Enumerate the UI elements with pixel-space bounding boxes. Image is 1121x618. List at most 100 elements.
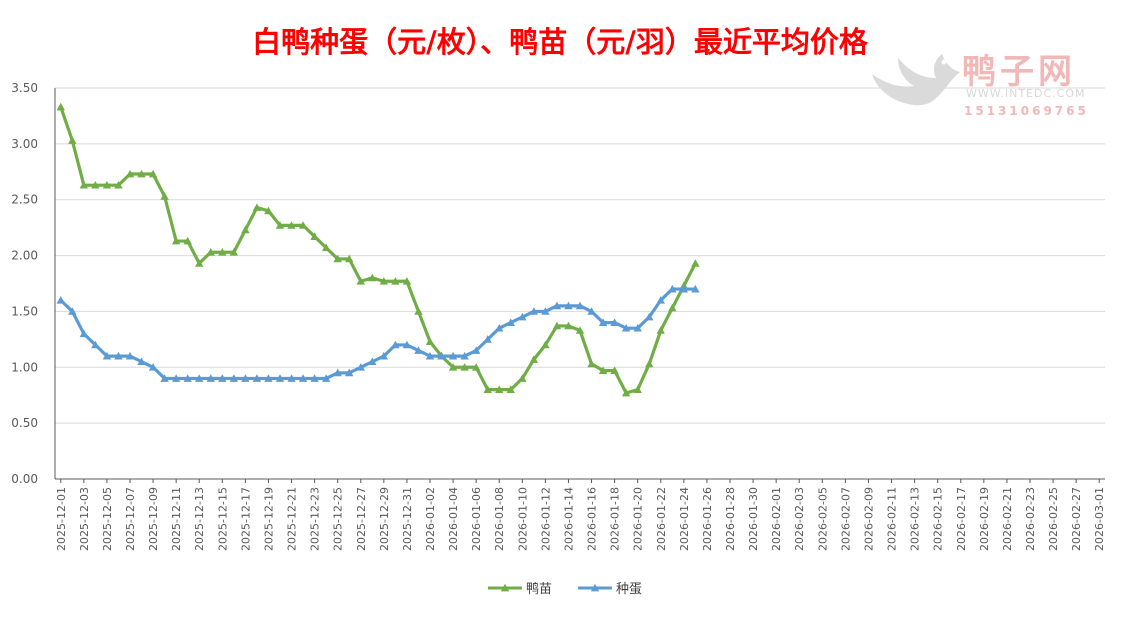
series-0-point bbox=[345, 254, 354, 263]
series-1-point bbox=[310, 374, 319, 382]
series-0-point bbox=[68, 136, 77, 144]
x-tick-label: 2026-01-28 bbox=[724, 487, 737, 551]
x-tick-label: 2026-01-24 bbox=[678, 487, 691, 551]
legend-label-0: 鸭苗 bbox=[526, 582, 552, 597]
series-0-point bbox=[645, 359, 654, 368]
y-tick-label: 3.00 bbox=[11, 137, 38, 151]
series-0-point bbox=[310, 232, 319, 240]
series-0-point bbox=[218, 248, 227, 256]
series-1-point bbox=[425, 351, 435, 360]
series-0-point bbox=[275, 221, 285, 229]
series-1-point bbox=[471, 346, 481, 354]
series-0-point bbox=[356, 277, 365, 285]
series-0-point bbox=[241, 225, 250, 234]
series-0-point bbox=[495, 385, 504, 393]
x-tick-label: 2026-01-08 bbox=[493, 487, 506, 551]
y-tick-label: 0.50 bbox=[11, 416, 38, 430]
series-1-point bbox=[691, 284, 700, 293]
x-tick-label: 2025-12-03 bbox=[78, 487, 91, 551]
series-0-point bbox=[114, 180, 123, 189]
series-1-point bbox=[56, 296, 65, 304]
x-tick-label: 2026-01-10 bbox=[516, 487, 529, 551]
x-tick-label: 2026-01-20 bbox=[632, 487, 645, 551]
series-1-point bbox=[171, 374, 181, 382]
x-tick-label: 2026-01-02 bbox=[424, 487, 437, 551]
series-1-point bbox=[114, 351, 123, 360]
series-1-point bbox=[379, 351, 389, 360]
series-1-point bbox=[575, 301, 585, 310]
series-0-point bbox=[402, 277, 412, 285]
series-1-point bbox=[368, 357, 377, 366]
series-0-point bbox=[56, 102, 65, 111]
x-tick-label: 2026-03-01 bbox=[1093, 487, 1106, 551]
series-0-point bbox=[471, 363, 481, 371]
x-tick-label: 2026-02-15 bbox=[932, 487, 945, 551]
duck-logo-icon bbox=[872, 54, 960, 106]
series-0-point bbox=[79, 180, 89, 189]
series-1-point bbox=[79, 329, 89, 338]
series-0-point bbox=[552, 321, 562, 330]
series-0-point bbox=[656, 326, 665, 334]
series-0-point bbox=[148, 169, 158, 178]
series-0-point bbox=[368, 273, 377, 282]
x-tick-label: 2026-02-17 bbox=[955, 487, 968, 551]
series-1-point bbox=[460, 351, 469, 360]
series-0-point bbox=[425, 337, 435, 345]
x-tick-label: 2025-12-11 bbox=[170, 487, 183, 551]
series-1-point bbox=[160, 374, 169, 382]
series-0-point bbox=[229, 248, 239, 256]
x-tick-label: 2026-02-23 bbox=[1024, 487, 1037, 551]
series-0-point bbox=[414, 307, 423, 315]
x-tick-label: 2026-01-14 bbox=[562, 487, 575, 551]
x-tick-label: 2026-02-27 bbox=[1070, 487, 1083, 551]
x-tick-label: 2025-12-21 bbox=[286, 487, 299, 551]
series-1-point bbox=[252, 374, 262, 382]
series-0-point bbox=[195, 259, 204, 267]
x-tick-label: 2026-02-01 bbox=[770, 487, 783, 551]
series-1-point bbox=[333, 368, 342, 377]
x-tick-label: 2026-02-13 bbox=[909, 487, 922, 551]
series-1-point bbox=[529, 307, 539, 315]
series-1-point bbox=[598, 318, 608, 326]
series-1-point bbox=[287, 374, 296, 382]
x-tick-label: 2025-12-15 bbox=[216, 487, 229, 551]
series-0-point bbox=[287, 221, 296, 229]
x-tick-label: 2026-02-21 bbox=[1001, 487, 1014, 551]
series-0-point bbox=[264, 206, 273, 215]
series-1-point bbox=[633, 323, 642, 332]
series-0-point bbox=[483, 385, 492, 393]
x-tick-label: 2025-12-19 bbox=[262, 487, 275, 551]
series-1-point bbox=[195, 374, 204, 382]
watermark-url: WWW.INTEDC.COM bbox=[966, 87, 1086, 100]
series-line-0 bbox=[59, 105, 697, 395]
series-0-point bbox=[598, 366, 608, 374]
series-0-point bbox=[541, 340, 550, 349]
x-tick-label: 2025-12-07 bbox=[124, 487, 137, 551]
x-tick-label: 2026-01-22 bbox=[655, 487, 668, 551]
series-1-point bbox=[218, 374, 227, 382]
series-1-point bbox=[391, 340, 400, 349]
series-0-point bbox=[460, 363, 469, 371]
y-tick-label: 2.50 bbox=[11, 193, 38, 207]
x-tick-label: 2025-12-09 bbox=[147, 487, 160, 551]
series-0-point bbox=[564, 321, 573, 330]
y-tick-label: 2.00 bbox=[11, 249, 38, 263]
series-1-point bbox=[414, 346, 423, 354]
series-0-point bbox=[333, 254, 342, 263]
watermark-phone: 15131069765 bbox=[964, 104, 1089, 118]
series-1-point bbox=[183, 374, 192, 382]
series-1-point bbox=[206, 374, 215, 382]
series-0-point bbox=[391, 277, 400, 285]
series-0-point bbox=[691, 259, 700, 267]
series-1-point bbox=[345, 368, 354, 377]
series-1-point bbox=[587, 307, 596, 315]
x-tick-label: 2025-12-05 bbox=[101, 487, 114, 551]
series-1-point bbox=[241, 374, 250, 382]
series-1-point bbox=[645, 312, 654, 321]
x-tick-label: 2025-12-25 bbox=[332, 487, 345, 551]
series-0-point bbox=[633, 385, 642, 393]
series-0-point bbox=[379, 277, 389, 285]
series-1-point bbox=[68, 307, 77, 315]
series-1-point bbox=[495, 323, 504, 332]
series-0-point bbox=[206, 248, 215, 256]
